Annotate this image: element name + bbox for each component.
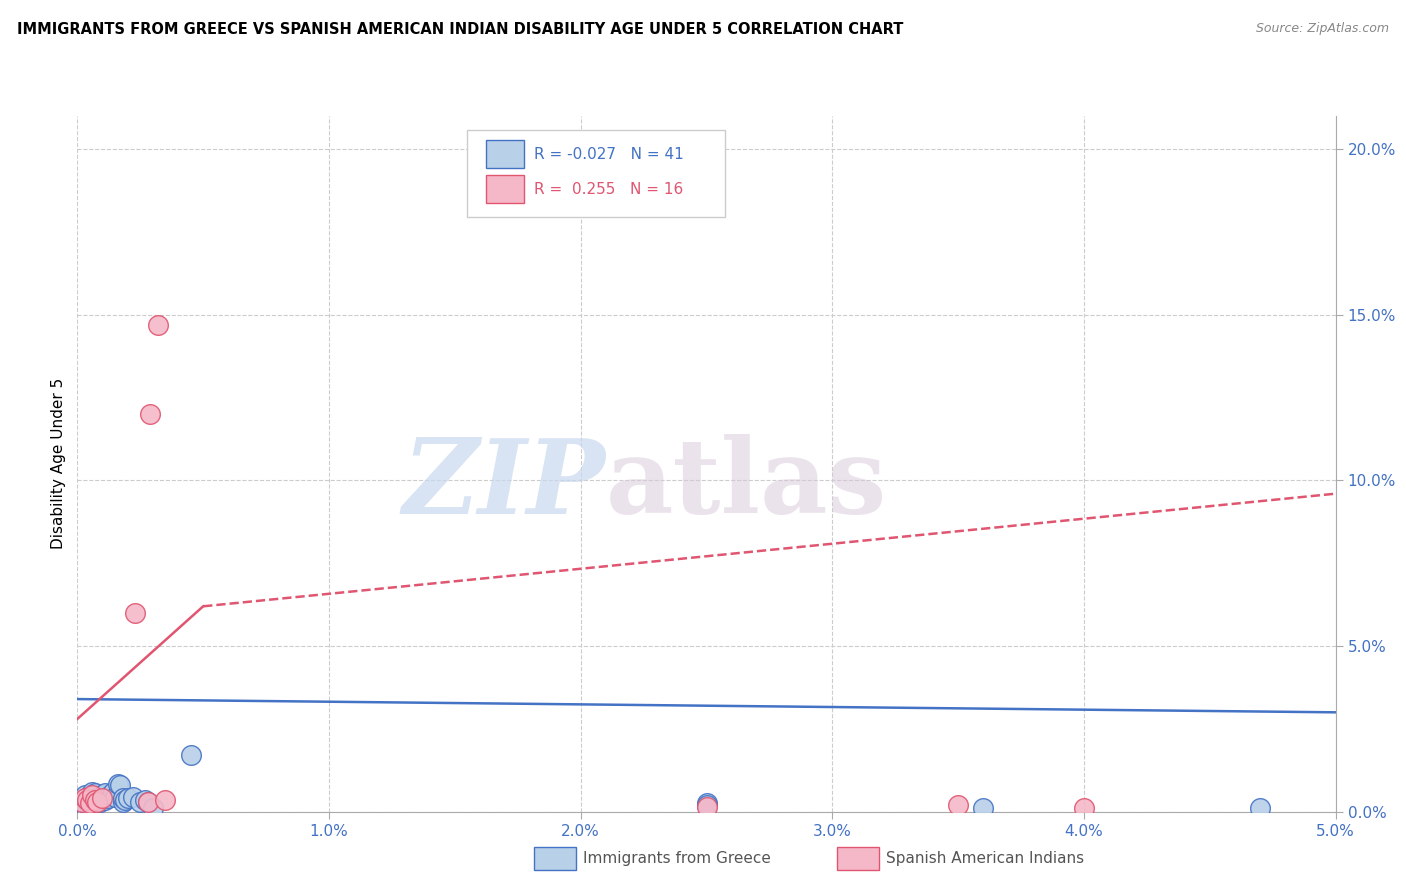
Point <box>146 318 169 332</box>
Point <box>111 791 134 805</box>
Point <box>121 789 143 804</box>
Point <box>696 798 718 813</box>
Point <box>84 793 107 807</box>
Point <box>142 801 165 815</box>
Point <box>86 795 108 809</box>
Point <box>82 785 104 799</box>
Point <box>82 805 104 819</box>
Point <box>72 798 94 813</box>
Point <box>696 797 718 811</box>
Point <box>108 778 131 792</box>
Point <box>84 787 107 801</box>
Point <box>136 795 159 809</box>
Point <box>94 793 117 807</box>
Point <box>79 801 101 815</box>
Point <box>972 801 994 815</box>
Point <box>79 805 101 819</box>
Text: Immigrants from Greece: Immigrants from Greece <box>583 851 772 865</box>
Point <box>91 791 114 805</box>
Text: ZIP: ZIP <box>404 434 606 535</box>
Text: IMMIGRANTS FROM GREECE VS SPANISH AMERICAN INDIAN DISABILITY AGE UNDER 5 CORRELA: IMMIGRANTS FROM GREECE VS SPANISH AMERIC… <box>17 22 903 37</box>
Text: Source: ZipAtlas.com: Source: ZipAtlas.com <box>1256 22 1389 36</box>
Point <box>129 795 152 809</box>
Point <box>104 789 127 804</box>
Point <box>114 793 136 807</box>
Point <box>73 791 96 805</box>
Point <box>94 787 117 801</box>
Point <box>89 789 111 804</box>
FancyBboxPatch shape <box>486 175 524 203</box>
Point <box>84 788 107 802</box>
Point <box>134 793 156 807</box>
Point <box>180 748 202 763</box>
Point <box>91 788 114 802</box>
FancyBboxPatch shape <box>467 130 725 217</box>
Point <box>98 788 121 802</box>
Point <box>82 788 104 802</box>
Point <box>82 798 104 813</box>
Point <box>136 795 159 809</box>
Point <box>73 788 96 802</box>
FancyBboxPatch shape <box>486 140 524 169</box>
Point <box>72 795 94 809</box>
Point <box>948 798 970 813</box>
Text: atlas: atlas <box>606 434 887 536</box>
Point <box>79 797 101 811</box>
Point <box>696 799 718 814</box>
Point <box>124 606 146 620</box>
Point <box>76 805 98 819</box>
Point <box>76 793 98 807</box>
Point <box>139 407 162 421</box>
Point <box>79 788 101 802</box>
Text: Spanish American Indians: Spanish American Indians <box>886 851 1084 865</box>
Text: R =  0.255   N = 16: R = 0.255 N = 16 <box>534 181 683 196</box>
Point <box>91 791 114 805</box>
Text: R = -0.027   N = 41: R = -0.027 N = 41 <box>534 146 683 161</box>
Point <box>89 795 111 809</box>
Point <box>155 793 177 807</box>
Point <box>1073 801 1095 815</box>
Point <box>117 791 139 805</box>
Y-axis label: Disability Age Under 5: Disability Age Under 5 <box>51 378 66 549</box>
Point <box>86 793 108 807</box>
Point <box>86 791 108 805</box>
Point <box>107 776 129 790</box>
Point <box>101 785 124 799</box>
Point <box>111 795 134 809</box>
Point <box>96 791 118 805</box>
Point <box>76 795 98 809</box>
Point <box>1249 801 1271 815</box>
Point <box>73 801 96 815</box>
